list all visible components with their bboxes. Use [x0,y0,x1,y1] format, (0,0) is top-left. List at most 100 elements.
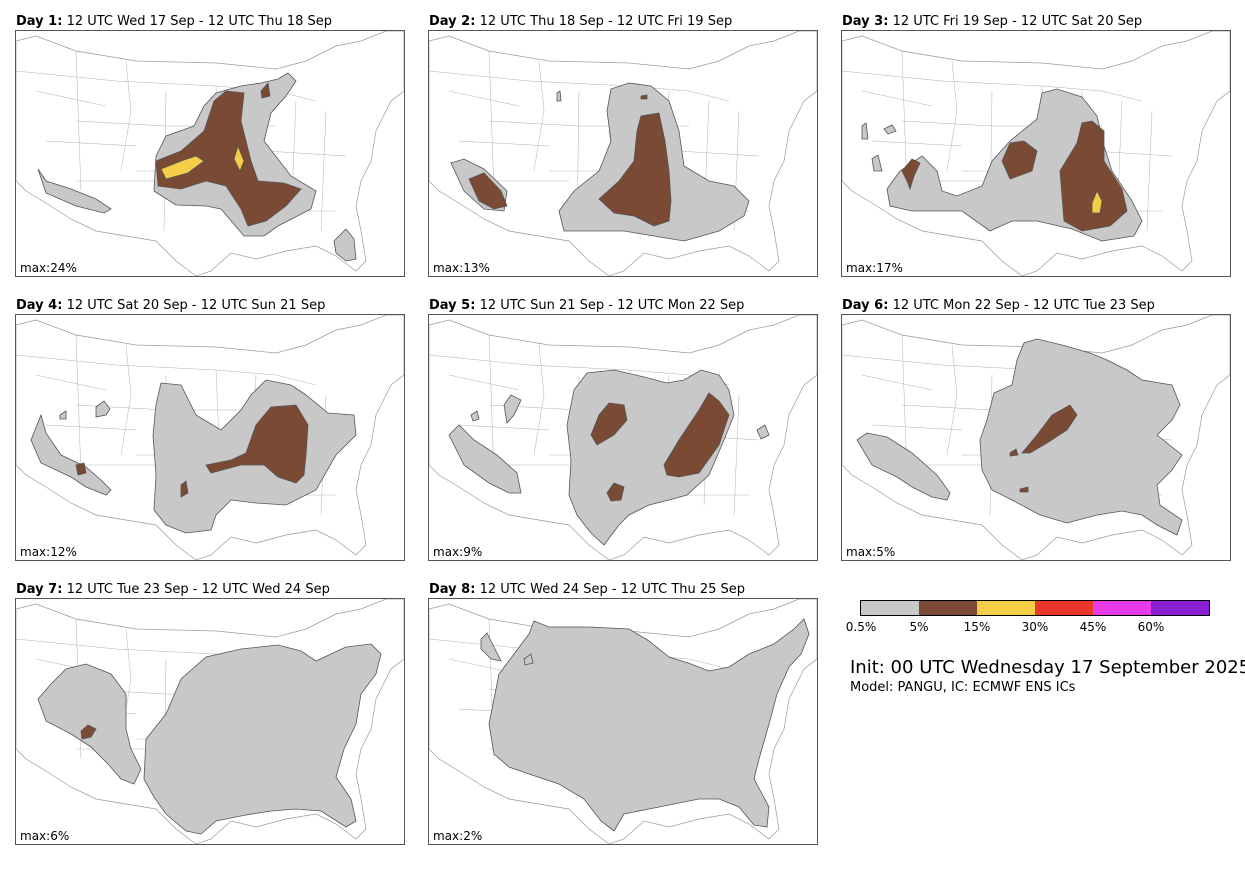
prob-area-low [556,90,562,102]
panel-title: Day 2: 12 UTC Thu 18 Sep - 12 UTC Fri 19… [429,14,732,30]
prob-area-low [480,632,502,662]
panel-day-4: Day 4: 12 UTC Sat 20 Sep - 12 UTC Sun 21… [15,298,405,561]
prob-area-low [37,168,112,214]
prob-area-mid [80,724,97,740]
panel-title: Day 3: 12 UTC Fri 19 Sep - 12 UTC Sat 20… [842,14,1142,30]
prob-area-low [856,432,951,501]
prob-area-low [59,410,67,420]
max-label: max:24% [19,261,78,275]
max-label: max:13% [432,261,491,275]
prob-area-high [1091,190,1103,214]
init-time-label: Init: 00 UTC Wednesday 17 September 2025 [850,657,1245,678]
panel-day-1: Day 1: 12 UTC Wed 17 Sep - 12 UTC Thu 18… [15,14,405,277]
prob-area-mid [1019,486,1029,493]
colorbar-tick: 45% [1079,620,1107,634]
colorbar-tick: 5% [909,620,929,634]
prob-area-high [160,155,205,180]
period-label: 12 UTC Sat 20 Sep - 12 UTC Sun 21 Sep [66,298,326,313]
prob-area-mid [1009,448,1019,457]
prob-area-low [883,124,897,135]
probability-map: max:2% [428,598,818,845]
panel-title: Day 5: 12 UTC Sun 21 Sep - 12 UTC Mon 22… [429,298,744,314]
prob-area-mid [1001,140,1038,180]
prob-area-mid [180,480,189,498]
map-svg [429,599,817,844]
day-label: Day 5: [429,298,476,313]
prob-area-mid [75,462,87,476]
prob-area-mid [205,404,309,484]
period-label: 12 UTC Tue 23 Sep - 12 UTC Wed 24 Sep [66,582,330,597]
colorbar-tick: 30% [1021,620,1049,634]
panel-day-2: Day 2: 12 UTC Thu 18 Sep - 12 UTC Fri 19… [428,14,818,277]
probability-map: max:9% [428,314,818,561]
colorbar [860,600,1210,616]
day-label: Day 8: [429,582,476,597]
prob-area-low [756,424,770,440]
colorbar-segment [861,601,919,615]
max-label: max:6% [19,829,71,843]
colorbar-segment [919,601,977,615]
prob-area-mid [598,112,672,227]
prob-area-mid [468,172,508,210]
day-label: Day 2: [429,14,476,29]
colorbar-tick: 15% [963,620,991,634]
prob-area-high [233,144,245,172]
prob-area-low [523,653,534,666]
map-svg [429,315,817,560]
prob-area-low [488,618,810,832]
map-svg [16,599,404,844]
prob-area-mid [640,94,648,100]
prob-area-low [503,394,522,424]
panel-day-3: Day 3: 12 UTC Fri 19 Sep - 12 UTC Sat 20… [841,14,1231,277]
day-label: Day 7: [16,582,63,597]
colorbar-tick: 60% [1137,620,1165,634]
map-svg [16,315,404,560]
max-label: max:2% [432,829,484,843]
prob-area-mid [901,158,921,191]
panel-day-5: Day 5: 12 UTC Sun 21 Sep - 12 UTC Mon 22… [428,298,818,561]
period-label: 12 UTC Wed 17 Sep - 12 UTC Thu 18 Sep [66,14,333,29]
max-label: max:9% [432,545,484,559]
prob-area-low [979,338,1183,536]
panel-day-7: Day 7: 12 UTC Tue 23 Sep - 12 UTC Wed 24… [15,582,405,845]
prob-area-low [470,410,480,422]
colorbar-segment [1093,601,1151,615]
probability-map: max:5% [841,314,1231,561]
model-label: Model: PANGU, IC: ECMWF ENS ICs [850,680,1076,695]
prob-area-low [30,413,112,496]
probability-map: max:12% [15,314,405,561]
period-label: 12 UTC Mon 22 Sep - 12 UTC Tue 23 Sep [892,298,1155,313]
panel-title: Day 1: 12 UTC Wed 17 Sep - 12 UTC Thu 18… [16,14,332,30]
prob-area-mid [663,392,730,478]
day-label: Day 6: [842,298,889,313]
max-label: max:5% [845,545,897,559]
prob-area-low [861,122,869,140]
panel-title: Day 8: 12 UTC Wed 24 Sep - 12 UTC Thu 25… [429,582,745,598]
prob-area-mid [606,482,625,502]
prob-area-mid [155,90,302,227]
prob-area-low [37,663,142,785]
colorbar-segment [1151,601,1209,615]
period-label: 12 UTC Wed 24 Sep - 12 UTC Thu 25 Sep [479,582,746,597]
panel-day-6: Day 6: 12 UTC Mon 22 Sep - 12 UTC Tue 23… [841,298,1231,561]
max-label: max:12% [19,545,78,559]
prob-area-mid [1021,404,1078,454]
prob-area-low [95,400,111,418]
panel-title: Day 7: 12 UTC Tue 23 Sep - 12 UTC Wed 24… [16,582,330,598]
period-label: 12 UTC Thu 18 Sep - 12 UTC Fri 19 Sep [479,14,733,29]
probability-map: max:6% [15,598,405,845]
prob-area-low [143,643,382,835]
period-label: 12 UTC Fri 19 Sep - 12 UTC Sat 20 Sep [892,14,1143,29]
prob-area-mid [260,82,271,99]
probability-map: max:17% [841,30,1231,277]
colorbar-legend: 0.5% 5% 15% 30% 45% 60% [845,598,1225,698]
day-label: Day 4: [16,298,63,313]
panel-title: Day 6: 12 UTC Mon 22 Sep - 12 UTC Tue 23… [842,298,1155,314]
prob-area-low [871,154,883,172]
panel-title: Day 4: 12 UTC Sat 20 Sep - 12 UTC Sun 21… [16,298,325,314]
day-label: Day 3: [842,14,889,29]
colorbar-tick: 0.5% [845,620,877,634]
map-svg [842,31,1230,276]
prob-area-mid [1059,120,1128,232]
probability-map: max:13% [428,30,818,277]
